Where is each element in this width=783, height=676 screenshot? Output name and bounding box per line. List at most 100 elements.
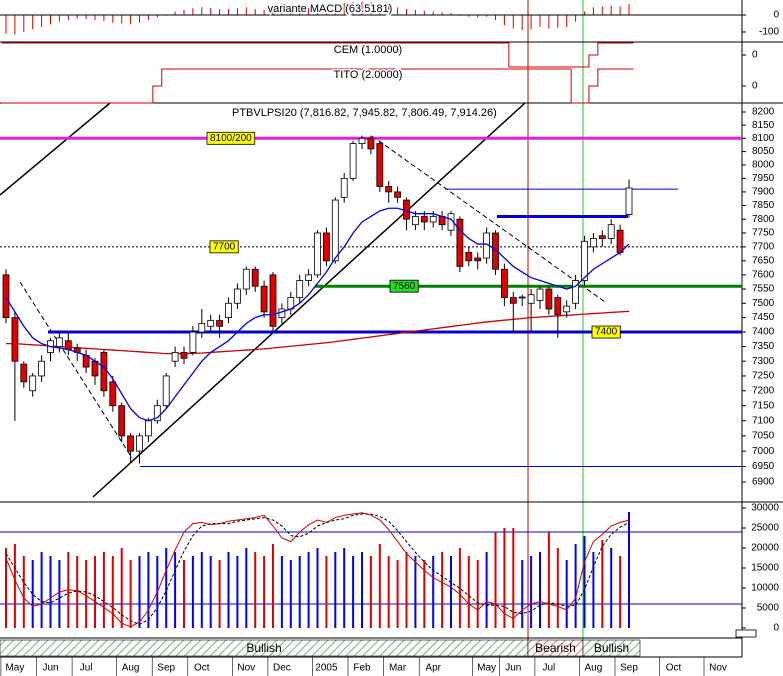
level-label-box <box>206 131 256 145</box>
y-tick-label: 15000 <box>751 563 779 574</box>
x-tick-label: Nov <box>709 663 727 674</box>
candle-body <box>581 240 588 281</box>
y-tick-label: 7900 <box>752 187 775 198</box>
candle-body <box>278 308 286 319</box>
y-tick-label: 7200 <box>752 385 775 396</box>
candle-body <box>590 238 597 248</box>
y-tick-label: 7050 <box>752 431 775 442</box>
y-tick-label: 8200 <box>752 107 775 118</box>
level-label: 8100/200 <box>210 133 252 144</box>
candle-body <box>572 280 579 304</box>
trend-line <box>0 102 111 196</box>
y-tick-label: 7400 <box>752 327 775 338</box>
candle-body <box>251 268 259 287</box>
candle-body <box>456 218 464 267</box>
y-tick-label: 7100 <box>752 415 775 426</box>
x-tick-label: Jun <box>42 663 58 674</box>
x-tick-label: Jul <box>80 663 93 674</box>
y-tick-label: 7450 <box>752 312 775 323</box>
y-tick-label: 7750 <box>752 228 775 239</box>
candle-body <box>322 232 330 262</box>
level-label-box <box>591 325 621 339</box>
candle-body <box>20 363 28 383</box>
y-tick-label: 7550 <box>752 284 775 295</box>
level-label-box <box>389 279 419 293</box>
y-tick-label: 7800 <box>752 214 775 225</box>
x-tick-label: Nov <box>237 663 255 674</box>
candle-body <box>189 331 197 353</box>
candle-body <box>527 294 535 304</box>
candle-body <box>376 143 384 187</box>
signal-label: Bearish <box>535 641 576 655</box>
x-tick-label: Aug <box>585 663 603 674</box>
candle-body <box>340 177 348 198</box>
candle-body <box>429 216 437 223</box>
x-tick-label: Feb <box>353 663 371 674</box>
level-label-box <box>209 240 239 254</box>
candle-body <box>100 352 108 392</box>
y-tick-label: 7250 <box>752 371 775 382</box>
candle-body <box>394 191 402 198</box>
indicator-title: TITO (2.0000) <box>334 69 403 81</box>
y-tick-label: 7350 <box>752 341 775 352</box>
y-tick-label: 30000 <box>751 503 779 514</box>
candle-body <box>180 352 188 359</box>
candle-body <box>607 224 615 239</box>
candle-body <box>207 320 215 327</box>
y-tick-label: 0 <box>752 81 758 92</box>
y-tick-label: 20000 <box>751 543 779 554</box>
candle-body <box>331 199 339 262</box>
step-line <box>1 42 634 68</box>
indicator-title: CEM (1.0000) <box>334 44 402 56</box>
candle-body <box>38 360 45 377</box>
x-tick-label: May <box>477 663 496 674</box>
candle-body <box>127 435 134 452</box>
x-tick-label: Sep <box>157 663 175 674</box>
level-label: 7560 <box>393 281 416 292</box>
candle-body <box>367 137 375 150</box>
x-tick-label: Dec <box>273 663 291 674</box>
candle-body <box>563 305 571 313</box>
candle-body <box>492 232 499 270</box>
candle-body <box>518 296 526 299</box>
candle-body <box>358 137 366 145</box>
candle-body <box>296 280 304 298</box>
candle-body <box>465 252 473 262</box>
price-title: PTBVLPSI20 (7,816.82, 7,945.82, 7,806.49… <box>232 107 497 119</box>
moving-average <box>6 310 630 355</box>
candle-body <box>420 216 428 223</box>
candle-body <box>64 340 72 350</box>
candle-body <box>305 274 313 281</box>
candle-body <box>11 317 19 362</box>
candle-body <box>314 232 321 276</box>
level-label: 7700 <box>213 241 236 252</box>
y-tick-label: -100 <box>759 27 779 38</box>
candle-body <box>536 288 544 301</box>
candle-body <box>136 435 143 452</box>
y-tick-label: 8000 <box>752 160 775 171</box>
candle-body <box>509 297 517 304</box>
x-tick-label: May <box>5 663 24 674</box>
candle-body <box>171 352 179 362</box>
y-tick-label: 5000 <box>757 603 780 614</box>
candle-body <box>403 199 410 220</box>
x-tick-label: Jun <box>505 663 521 674</box>
candle-body <box>545 288 553 310</box>
signal-label: Bullish <box>246 641 281 655</box>
candle-body <box>144 420 152 437</box>
candle-body <box>29 375 37 392</box>
y-tick-label: 8050 <box>752 146 775 157</box>
step-line <box>1 68 634 104</box>
candle-body <box>91 360 99 377</box>
candle-body <box>242 268 250 290</box>
indicator-title: variante MACD (63.5181) <box>268 3 393 15</box>
y-tick-label: 7300 <box>752 356 775 367</box>
y-tick-label: 8150 <box>752 120 775 131</box>
y-tick-label: 10000 <box>751 583 779 594</box>
candle-body <box>260 285 268 313</box>
y-tick-label: 0 <box>773 10 779 21</box>
y-tick-label: 6900 <box>752 477 775 488</box>
trend-line <box>19 281 133 459</box>
